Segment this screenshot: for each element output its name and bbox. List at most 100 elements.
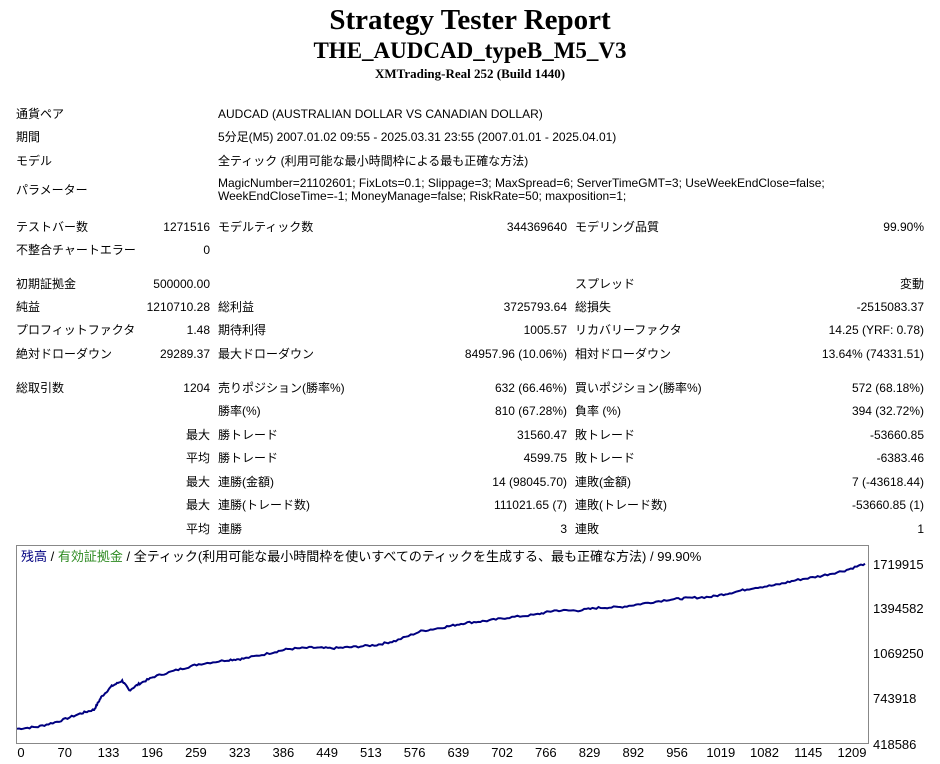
profit-trades-label: 勝率(%): [218, 404, 261, 418]
report-subtitle: THE_AUDCAD_typeB_M5_V3: [313, 38, 627, 63]
bars-label: テストバー数: [16, 220, 89, 234]
y-tick-label: 1719915: [873, 557, 924, 572]
x-tick-label: 766: [534, 745, 557, 760]
x-tick-label: 892: [622, 745, 645, 760]
loss-trades-label: 負率 (%): [575, 404, 621, 418]
spread-value: 変動: [899, 277, 924, 291]
report-title: Strategy Tester Report: [329, 4, 611, 36]
legend-separator: /: [47, 549, 58, 564]
maximal-label: 最大: [185, 498, 210, 512]
profit-factor-label: プロフィットファクタ: [16, 323, 136, 337]
y-tick-label: 743918: [873, 691, 917, 706]
largest-win-label: 勝トレード: [218, 428, 279, 442]
x-tick-label: 1209: [837, 745, 867, 760]
ticks-value: 344369640: [506, 220, 567, 234]
largest-loss-label: 敗トレード: [575, 428, 636, 442]
expected-payoff-value: 1005.57: [523, 323, 567, 337]
model-label: モデル: [16, 154, 53, 168]
consec-wins-trades-value: 111021.65 (7): [494, 498, 567, 512]
largest-loss-value: -53660.85: [869, 428, 924, 442]
expected-payoff-label: 期待利得: [218, 323, 267, 337]
average-consec-wins-value: 3: [560, 522, 567, 536]
gross-loss-label: 総損失: [575, 300, 612, 314]
params-line-2: WeekEndCloseTime=-1; MoneyManage=false; …: [218, 189, 627, 203]
graph-legend: 残高 / 有効証拠金 / 全ティック(利用可能な最小時間枠を使いすべてのティック…: [21, 549, 701, 565]
absolute-drawdown-value: 29289.37: [159, 347, 210, 361]
absolute-drawdown-label: 絶対ドローダウン: [16, 347, 113, 361]
bars-value: 1271516: [163, 220, 210, 234]
legend-model: / 全ティック(利用可能な最小時間枠を使いすべてのティックを生成する、最も正確な…: [122, 549, 702, 564]
gross-profit-label: 総利益: [218, 300, 255, 314]
largest-win-value: 31560.47: [516, 428, 567, 442]
deposit-value: 500000.00: [153, 277, 210, 291]
errors-label: 不整合チャートエラー: [16, 243, 136, 257]
consec-wins-money-value: 14 (98045.70): [492, 475, 567, 489]
balance-graph: 残高 / 有効証拠金 / 全ティック(利用可能な最小時間枠を使いすべてのティック…: [16, 545, 869, 744]
params-label: パラメーター: [16, 183, 88, 197]
consec-losses-trades-value: -53660.85 (1): [851, 498, 924, 512]
x-tick-label: 1019: [706, 745, 736, 760]
x-tick-label: 1082: [750, 745, 779, 760]
y-tick-label: 418586: [873, 737, 917, 752]
average-consec-label: 平均: [185, 522, 210, 536]
deposit-label: 初期証拠金: [16, 277, 77, 291]
gross-loss-value: -2515083.37: [856, 300, 924, 314]
params-value: MagicNumber=21102601; FixLots=0.1; Slipp…: [218, 177, 918, 203]
quality-value: 99.90%: [883, 220, 924, 234]
profit-factor-value: 1.48: [186, 323, 210, 337]
period-label: 期間: [16, 130, 41, 144]
report-build: XMTrading-Real 252 (Build 1440): [374, 66, 566, 81]
maximum-label: 最大: [185, 475, 210, 489]
x-tick-label: 702: [491, 745, 513, 760]
average-label: 平均: [185, 451, 210, 465]
x-tick-label: 449: [316, 745, 339, 760]
short-positions-value: 632 (66.46%): [494, 381, 567, 395]
average-consec-wins-label: 連勝: [218, 522, 243, 536]
x-tick-label: 70: [57, 745, 72, 760]
relative-drawdown-label: 相対ドローダウン: [575, 347, 672, 361]
average-win-value: 4599.75: [523, 451, 567, 465]
average-consec-losses-label: 連敗: [575, 522, 600, 536]
maximal-drawdown-label: 最大ドローダウン: [218, 347, 315, 361]
spread-label: スプレッド: [575, 277, 636, 291]
profit-trades-value: 810 (67.28%): [494, 404, 567, 418]
loss-trades-value: 394 (32.72%): [851, 404, 924, 418]
period-value: 5分足(M5) 2007.01.02 09:55 - 2025.03.31 23…: [218, 130, 617, 144]
consec-losses-trades-label: 連敗(トレード数): [575, 498, 667, 512]
net-profit-label: 純益: [16, 300, 41, 314]
ticks-label: モデルティック数: [218, 220, 314, 234]
gross-profit-value: 3725793.64: [503, 300, 567, 314]
x-tick-label: 196: [141, 745, 164, 760]
consec-wins-trades-label: 連勝(トレード数): [218, 498, 310, 512]
x-tick-label: 323: [228, 745, 251, 760]
maximal-drawdown-value: 84957.96 (10.06%): [464, 347, 567, 361]
consec-losses-money-value: 7 (-43618.44): [851, 475, 924, 489]
x-tick-label: 956: [666, 745, 688, 760]
relative-drawdown-value: 13.64% (74331.51): [821, 347, 924, 361]
x-tick-label: 576: [403, 745, 426, 760]
model-value: 全ティック (利用可能な最小時間枠による最も正確な方法): [218, 154, 529, 168]
net-profit-value: 1210710.28: [146, 300, 210, 314]
balance-graph-plot: [17, 562, 866, 731]
y-tick-label: 1394582: [873, 601, 924, 616]
x-tick-label: 829: [578, 745, 601, 760]
x-tick-label: 1145: [794, 745, 823, 760]
symbol-label: 通貨ペア: [16, 107, 65, 121]
x-tick-label: 259: [185, 745, 207, 760]
total-trades-value: 1204: [183, 381, 210, 395]
long-positions-value: 572 (68.18%): [851, 381, 924, 395]
consec-losses-money-label: 連敗(金額): [575, 475, 631, 489]
largest-label: 最大: [185, 428, 210, 442]
quality-label: モデリング品質: [575, 220, 660, 234]
legend-balance: 残高: [21, 549, 48, 564]
balance-line: [17, 562, 866, 731]
x-tick-label: 386: [272, 745, 295, 760]
x-tick-label: 0: [17, 745, 25, 760]
x-tick-label: 133: [97, 745, 120, 760]
params-line-1: MagicNumber=21102601; FixLots=0.1; Slipp…: [218, 176, 825, 190]
errors-value: 0: [203, 243, 210, 257]
total-trades-label: 総取引数: [16, 381, 65, 395]
symbol-value: AUDCAD (AUSTRALIAN DOLLAR VS CANADIAN DO…: [218, 107, 543, 121]
legend-equity: 有効証拠金: [57, 549, 123, 564]
short-positions-label: 売りポジション(勝率%): [218, 381, 345, 395]
